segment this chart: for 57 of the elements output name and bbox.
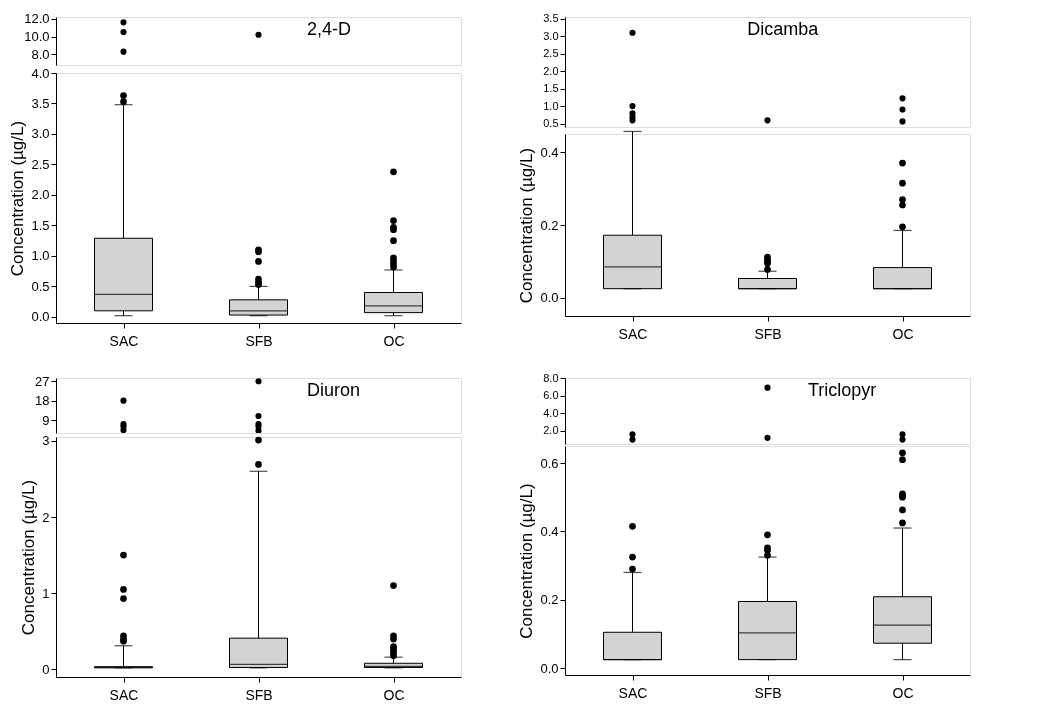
y-tick-label: 10.0 <box>24 29 50 45</box>
y-tick-label: 3.5 <box>543 12 559 25</box>
y-tick-label: 1.5 <box>543 82 559 95</box>
x-tick-label: OC <box>892 325 914 342</box>
y-tick-label: 3.0 <box>543 29 559 42</box>
y-tick-label: 1.0 <box>31 248 50 264</box>
x-tick-label: SAC <box>618 325 648 342</box>
y-tick-label: 4.0 <box>543 406 559 419</box>
y-tick-label: 12.0 <box>24 11 50 27</box>
y-tick-label: 0.4 <box>540 523 559 539</box>
y-tick-label: 0.2 <box>540 592 559 608</box>
x-tick-label: OC <box>383 686 405 703</box>
y-tick-label: 2.0 <box>31 187 50 203</box>
y-tick-label: 0.5 <box>31 278 50 294</box>
y-tick-label: 2.5 <box>543 47 559 60</box>
x-tick-label: SAC <box>618 684 648 701</box>
chart-title: Diuron <box>307 380 361 400</box>
y-tick-label: 0.0 <box>31 309 50 325</box>
chart-title: Dicamba <box>747 19 820 39</box>
x-tick-label: OC <box>892 684 914 701</box>
y-tick-label: 6.0 <box>543 389 559 402</box>
y-tick-label: 2.5 <box>31 156 50 172</box>
y-tick-label: 2.0 <box>543 424 559 437</box>
y-tick-label: 0.2 <box>540 217 559 233</box>
y-tick-label: 3 <box>42 433 50 449</box>
x-tick-label: SFB <box>245 686 273 703</box>
y-tick-label: 1.5 <box>31 217 50 233</box>
chart-title: Triclopyr <box>808 380 877 400</box>
y-tick-label: 1 <box>42 585 50 601</box>
y-tick-label: 0 <box>42 661 50 677</box>
y-tick-label: 3.5 <box>31 95 50 111</box>
y-tick-label: 18 <box>35 393 50 409</box>
y-axis-title: Concentration (µg/L) <box>517 147 537 304</box>
y-tick-label: 2.0 <box>543 64 559 77</box>
x-tick-label: SFB <box>245 332 273 349</box>
y-tick-label: 0.4 <box>540 144 559 160</box>
y-tick-label: 27 <box>35 373 50 389</box>
y-tick-label: 0.0 <box>540 660 559 676</box>
y-tick-label: 8.0 <box>543 371 559 384</box>
y-tick-label: 8.0 <box>31 46 50 62</box>
x-tick-label: SFB <box>754 325 782 342</box>
y-tick-label: 0.0 <box>540 290 559 306</box>
y-tick-label: 3.0 <box>31 126 50 142</box>
x-tick-label: SAC <box>109 686 139 703</box>
y-tick-label: 1.0 <box>543 99 559 112</box>
y-tick-label: 2 <box>42 509 50 525</box>
y-tick-label: 4.0 <box>31 65 50 81</box>
chart-title: 2,4-D <box>307 19 352 39</box>
x-tick-label: OC <box>383 332 405 349</box>
y-tick-label: 9 <box>42 412 50 428</box>
y-axis-title: Concentration (µg/L) <box>517 483 537 639</box>
y-axis-title: Concentration (µg/L) <box>8 120 28 277</box>
y-tick-label: 0.5 <box>543 117 559 130</box>
y-axis-title: Concentration (µg/L) <box>19 479 39 636</box>
y-tick-label: 0.6 <box>540 455 559 471</box>
x-tick-label: SFB <box>754 684 782 701</box>
x-tick-label: SAC <box>109 332 139 349</box>
